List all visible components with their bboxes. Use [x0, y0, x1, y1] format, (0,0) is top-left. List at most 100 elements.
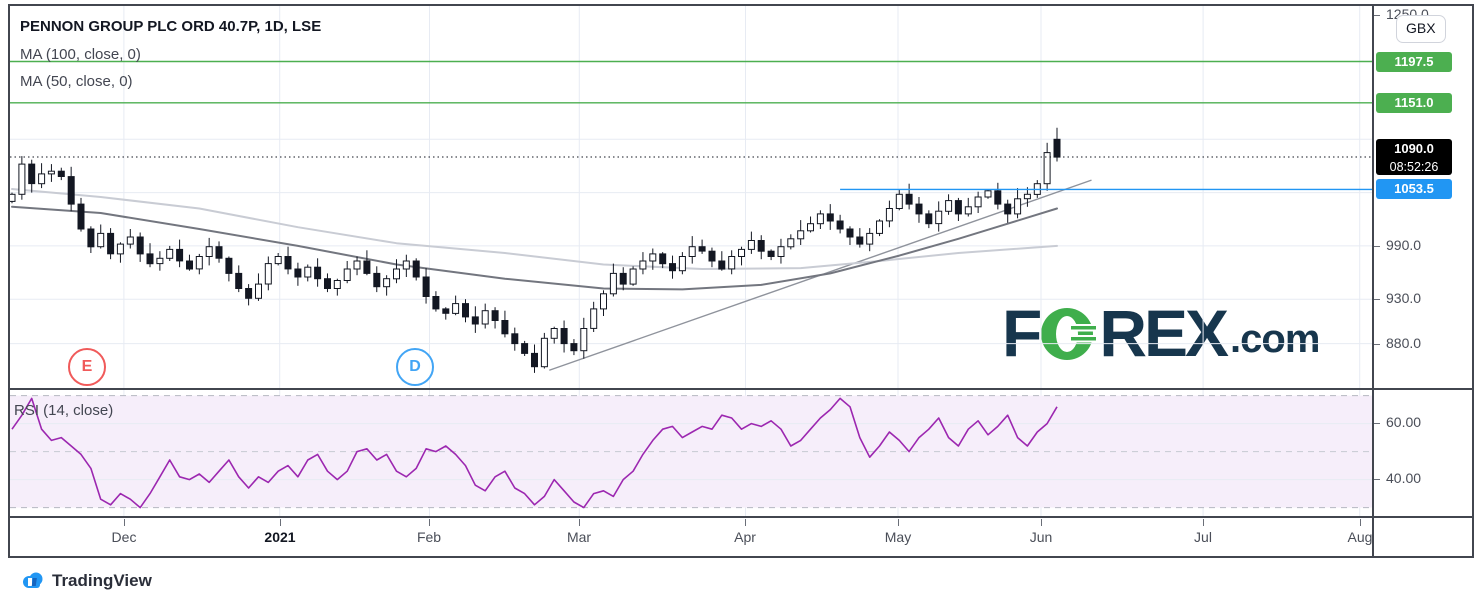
time-label-Apr: Apr: [734, 529, 756, 545]
candle-up: [678, 256, 686, 272]
candle-down: [412, 260, 420, 278]
ma50-line: [11, 205, 1058, 291]
rsi-tick-label: 60.00: [1386, 414, 1422, 430]
candle-up: [97, 232, 105, 248]
candle-down: [570, 343, 578, 352]
candle-down: [718, 260, 726, 270]
candle-up: [18, 163, 26, 195]
candle-down: [560, 328, 568, 345]
candle-down: [136, 236, 144, 255]
candle-down: [767, 250, 775, 257]
forex-com-watermark: F REX .com: [1002, 296, 1320, 370]
rsi-line: [11, 397, 1058, 508]
time-label-2021: 2021: [264, 529, 296, 545]
candle-up: [195, 256, 203, 270]
candle-up: [38, 173, 46, 185]
candle-down: [28, 163, 36, 185]
border-left: [8, 4, 10, 558]
candle-down: [422, 276, 430, 297]
candle-up: [10, 193, 16, 202]
time-label-May: May: [884, 529, 912, 545]
time-tick-dash: [579, 519, 580, 526]
tradingview-attribution[interactable]: TradingView: [22, 570, 152, 592]
time-tick-dash: [1360, 519, 1361, 526]
price-badge-1053.5: 1053.5: [1376, 179, 1452, 199]
candle-up: [304, 266, 312, 278]
candle-down: [501, 320, 509, 335]
candle-down: [826, 213, 834, 222]
price-pane-canvas[interactable]: [10, 6, 1372, 388]
badge-price: 1053.5: [1394, 181, 1434, 196]
candle-down: [77, 203, 85, 230]
watermark-rex: REX: [1099, 296, 1229, 370]
candle-down: [619, 272, 627, 285]
price-axis[interactable]: 1250.0 990.0 930.0 880.0 1197.5 1151.0 1090.0 0…: [1374, 0, 1474, 585]
candle-down: [698, 246, 706, 252]
watermark-com: .com: [1230, 317, 1320, 361]
candle-down: [186, 260, 193, 270]
candle-down: [511, 333, 519, 345]
candle-up: [964, 206, 972, 215]
rsi-pane-canvas[interactable]: [10, 389, 1372, 516]
time-label-Mar: Mar: [566, 529, 592, 545]
rsi-tick-label: 40.00: [1386, 470, 1422, 486]
candle-down: [905, 193, 913, 205]
pane-separator-rsi-time: [8, 516, 1474, 518]
currency-unit-button[interactable]: GBX: [1396, 15, 1446, 43]
time-label-Jun: Jun: [1029, 529, 1053, 545]
candle-down: [107, 232, 115, 255]
candle-up: [945, 200, 953, 212]
badge-price: 1151.0: [1394, 95, 1434, 110]
watermark-f: F: [1002, 296, 1042, 370]
watermark-o-icon: [1041, 308, 1099, 360]
time-label-Feb: Feb: [416, 529, 442, 545]
border-right: [1472, 4, 1474, 558]
annotation-circle-D[interactable]: D: [396, 348, 434, 386]
candle-up: [807, 223, 814, 232]
candle-down: [954, 200, 962, 215]
ma100-legend[interactable]: MA (100, close, 0): [20, 46, 141, 63]
candle-up: [1043, 152, 1051, 185]
candle-up: [353, 260, 361, 270]
annotation-circle-E[interactable]: E: [68, 348, 106, 386]
candle-up: [540, 337, 548, 368]
ma50-legend[interactable]: MA (50, close, 0): [20, 73, 133, 90]
candle-down: [57, 170, 65, 177]
candle-up: [649, 253, 657, 262]
time-tick-dash: [1203, 519, 1204, 526]
time-tick-dash: [898, 519, 899, 526]
border-top: [8, 4, 1474, 6]
candle-up: [984, 190, 992, 198]
symbol-title[interactable]: PENNON GROUP PLC ORD 40.7P, 1D, LSE: [20, 18, 322, 35]
candle-down: [314, 266, 322, 280]
countdown-timer: 08:52:26: [1389, 160, 1439, 174]
candle-up: [333, 280, 341, 289]
candle-up: [728, 256, 736, 270]
candle-up: [47, 170, 55, 175]
candle-up: [343, 268, 351, 281]
candle-down: [531, 352, 538, 368]
candle-down: [245, 288, 253, 299]
candle-up: [590, 308, 598, 329]
price-tick-dash: [1374, 299, 1380, 300]
candle-down: [659, 253, 667, 265]
candle-down: [708, 250, 716, 262]
candles-group: [10, 127, 1061, 373]
candle-down: [324, 278, 331, 290]
time-label-Jul: Jul: [1194, 529, 1212, 545]
badge-price: 1090.0: [1394, 141, 1434, 156]
time-axis[interactable]: Dec 2021 Feb Mar Apr May Jun Jul Aug: [8, 518, 1372, 556]
candle-up: [797, 230, 805, 240]
rsi-legend[interactable]: RSI (14, close): [14, 402, 114, 419]
price-badge-1197.5: 1197.5: [1376, 52, 1452, 72]
candle-down: [521, 343, 529, 354]
price-axis-separator: [1372, 4, 1374, 556]
candle-up: [876, 220, 883, 234]
candle-up: [629, 268, 637, 285]
candle-down: [442, 308, 450, 314]
candle-up: [166, 248, 174, 259]
candle-up: [885, 208, 893, 222]
price-tick-label: 880.0: [1386, 335, 1422, 351]
candle-down: [757, 240, 765, 252]
candle-up: [126, 236, 134, 245]
